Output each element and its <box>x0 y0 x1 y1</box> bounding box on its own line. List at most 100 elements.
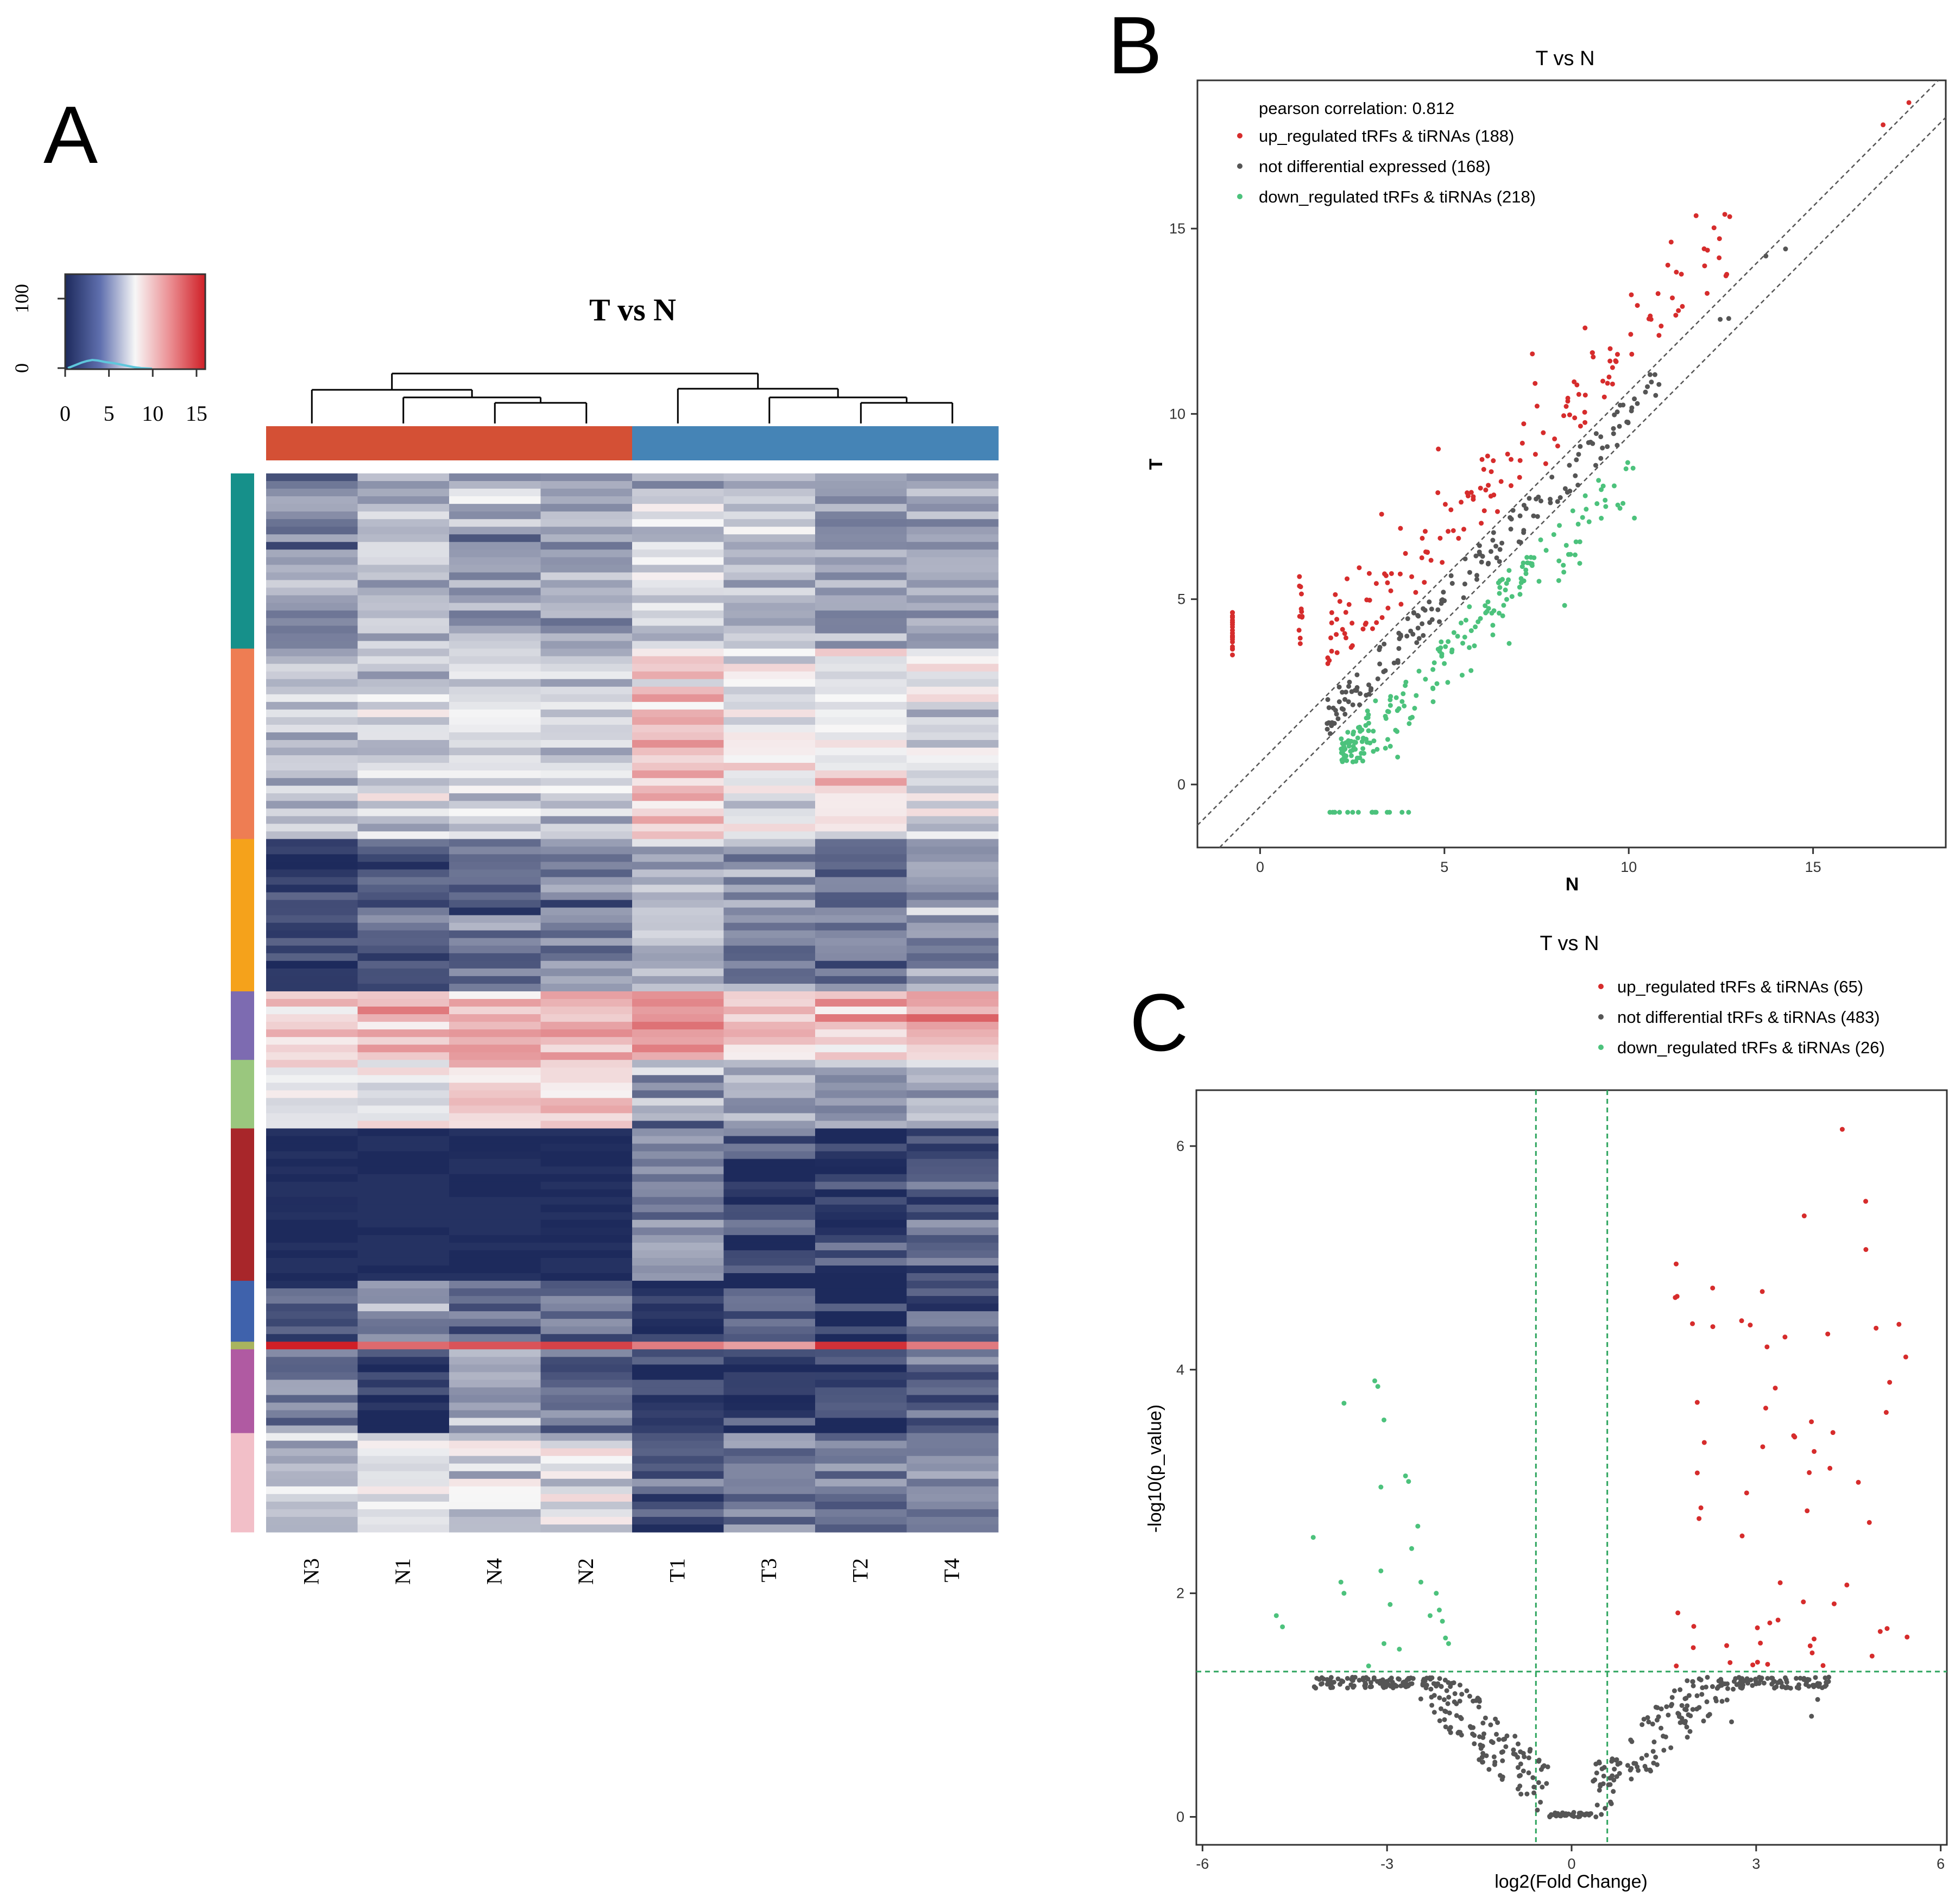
scatter-point-not <box>1617 423 1622 429</box>
heatmap-cell <box>632 1418 724 1426</box>
heatmap-cell <box>266 724 358 733</box>
heatmap-cell <box>632 968 724 977</box>
heatmap-cell <box>723 709 816 718</box>
scatter-point-up <box>1543 461 1548 466</box>
heatmap-cell <box>449 603 541 611</box>
heatmap-cell <box>449 1159 541 1167</box>
volcano-point-not <box>1518 1761 1523 1767</box>
heatmap-cell <box>449 998 541 1007</box>
scatter-point-up <box>1374 620 1379 625</box>
heatmap-cell <box>723 1334 816 1342</box>
heatmap-cell <box>540 1433 633 1441</box>
panel-b-letter: B <box>1108 0 1162 91</box>
heatmap-cell <box>540 572 633 581</box>
heatmap-cell <box>815 1281 907 1289</box>
heatmap-cell <box>449 1052 541 1060</box>
volcano-point-not <box>1813 1675 1818 1680</box>
scatter-point-up <box>1296 628 1302 633</box>
heatmap-cell <box>540 907 633 916</box>
scatter-point-up <box>1360 627 1366 632</box>
heatmap-cell <box>723 610 816 619</box>
scatter-point-not <box>1341 707 1346 712</box>
scatter-point-up <box>1451 528 1456 533</box>
heatmap-cell <box>266 701 358 710</box>
volcano-point-not <box>1406 1683 1411 1688</box>
volcano-point-not <box>1663 1734 1668 1739</box>
heatmap-cell <box>540 1045 633 1053</box>
heatmap-cell <box>815 1440 907 1449</box>
heatmap-cell <box>632 884 724 893</box>
scatter-point-not <box>1343 690 1348 695</box>
heatmap-cell <box>449 1083 541 1091</box>
heatmap-cell <box>540 1242 633 1251</box>
heatmap-cell <box>632 1463 724 1472</box>
heatmap-cell <box>815 717 907 725</box>
heatmap-cell <box>266 542 358 550</box>
scatter-point-not <box>1567 463 1572 468</box>
heatmap-cell <box>723 1189 816 1198</box>
scatter-point-down <box>1351 729 1357 735</box>
scatter-point-down <box>1525 560 1530 566</box>
scatter-point-up <box>1572 415 1578 421</box>
heatmap-cell <box>357 1037 450 1045</box>
heatmap-cell <box>815 625 907 634</box>
heatmap-cell <box>449 900 541 908</box>
heatmap-cell <box>357 565 450 573</box>
scatter-point-down <box>1341 757 1347 762</box>
heatmap-cells <box>266 473 999 1533</box>
scatter-point-not <box>1549 475 1555 480</box>
volcano-point-down <box>1443 1635 1448 1641</box>
heatmap-cell <box>449 732 541 741</box>
heatmap-cell <box>357 786 450 794</box>
heatmap-cell <box>723 694 816 703</box>
heatmap-cell <box>815 1121 907 1129</box>
scatter-point-not <box>1575 483 1581 488</box>
heatmap-cell <box>815 709 907 718</box>
heatmap-cell <box>632 1219 724 1228</box>
heatmap-cell <box>723 473 816 482</box>
scatter-point-up <box>1727 214 1732 219</box>
volcano-point-up <box>1710 1285 1716 1291</box>
heatmap-cell <box>815 976 907 984</box>
heatmap-cell <box>266 1014 358 1022</box>
heatmap-cell <box>266 1410 358 1419</box>
heatmap-cell <box>357 953 450 962</box>
heatmap-cell <box>815 671 907 680</box>
volcano-point-not <box>1458 1682 1463 1688</box>
row-group-segment-9 <box>231 1349 254 1434</box>
scatter-point-up <box>1428 558 1434 563</box>
heatmap-cell <box>906 1334 999 1342</box>
scatter-point-up <box>1479 457 1485 462</box>
column-label-t2: T2 <box>848 1558 872 1582</box>
heatmap-cell <box>906 892 999 901</box>
scatter-point-up <box>1613 358 1618 363</box>
heatmap-cell <box>449 1212 541 1220</box>
heatmap-cell <box>357 763 450 771</box>
heatmap-cell <box>723 846 816 855</box>
heatmap-cell <box>449 1296 541 1304</box>
heatmap-cell <box>540 1007 633 1015</box>
volcano-point-up <box>1691 1645 1696 1650</box>
heatmap-cell <box>906 1052 999 1060</box>
heatmap-cell <box>266 1060 358 1068</box>
volcano-point-up <box>1724 1643 1730 1648</box>
heatmap-cell <box>632 701 724 710</box>
volcano-point-up <box>1698 1505 1704 1510</box>
heatmap-cell <box>449 1478 541 1487</box>
scatter-point-down <box>1501 603 1506 608</box>
heatmap-cell <box>815 1486 907 1495</box>
scatter-point-up <box>1610 365 1615 370</box>
scatter-point-up <box>1329 620 1334 625</box>
heatmap-cell <box>540 1418 633 1426</box>
heatmap-cell <box>906 519 999 527</box>
heatmap-cell <box>906 1067 999 1076</box>
heatmap-cell <box>815 1509 907 1517</box>
scatter-point-down <box>1603 504 1609 509</box>
scatter-point-down <box>1561 562 1566 568</box>
heatmap-cell <box>266 663 358 672</box>
heatmap-cell <box>540 1478 633 1487</box>
heatmap-cell <box>357 701 450 710</box>
scatter-point-up <box>1572 379 1577 384</box>
volcano-point-not <box>1599 1766 1605 1772</box>
heatmap-cell <box>906 656 999 665</box>
